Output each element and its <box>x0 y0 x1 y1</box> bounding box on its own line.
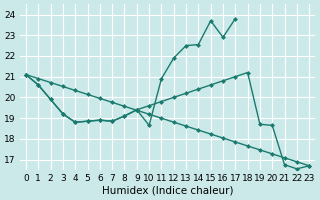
X-axis label: Humidex (Indice chaleur): Humidex (Indice chaleur) <box>102 186 233 196</box>
